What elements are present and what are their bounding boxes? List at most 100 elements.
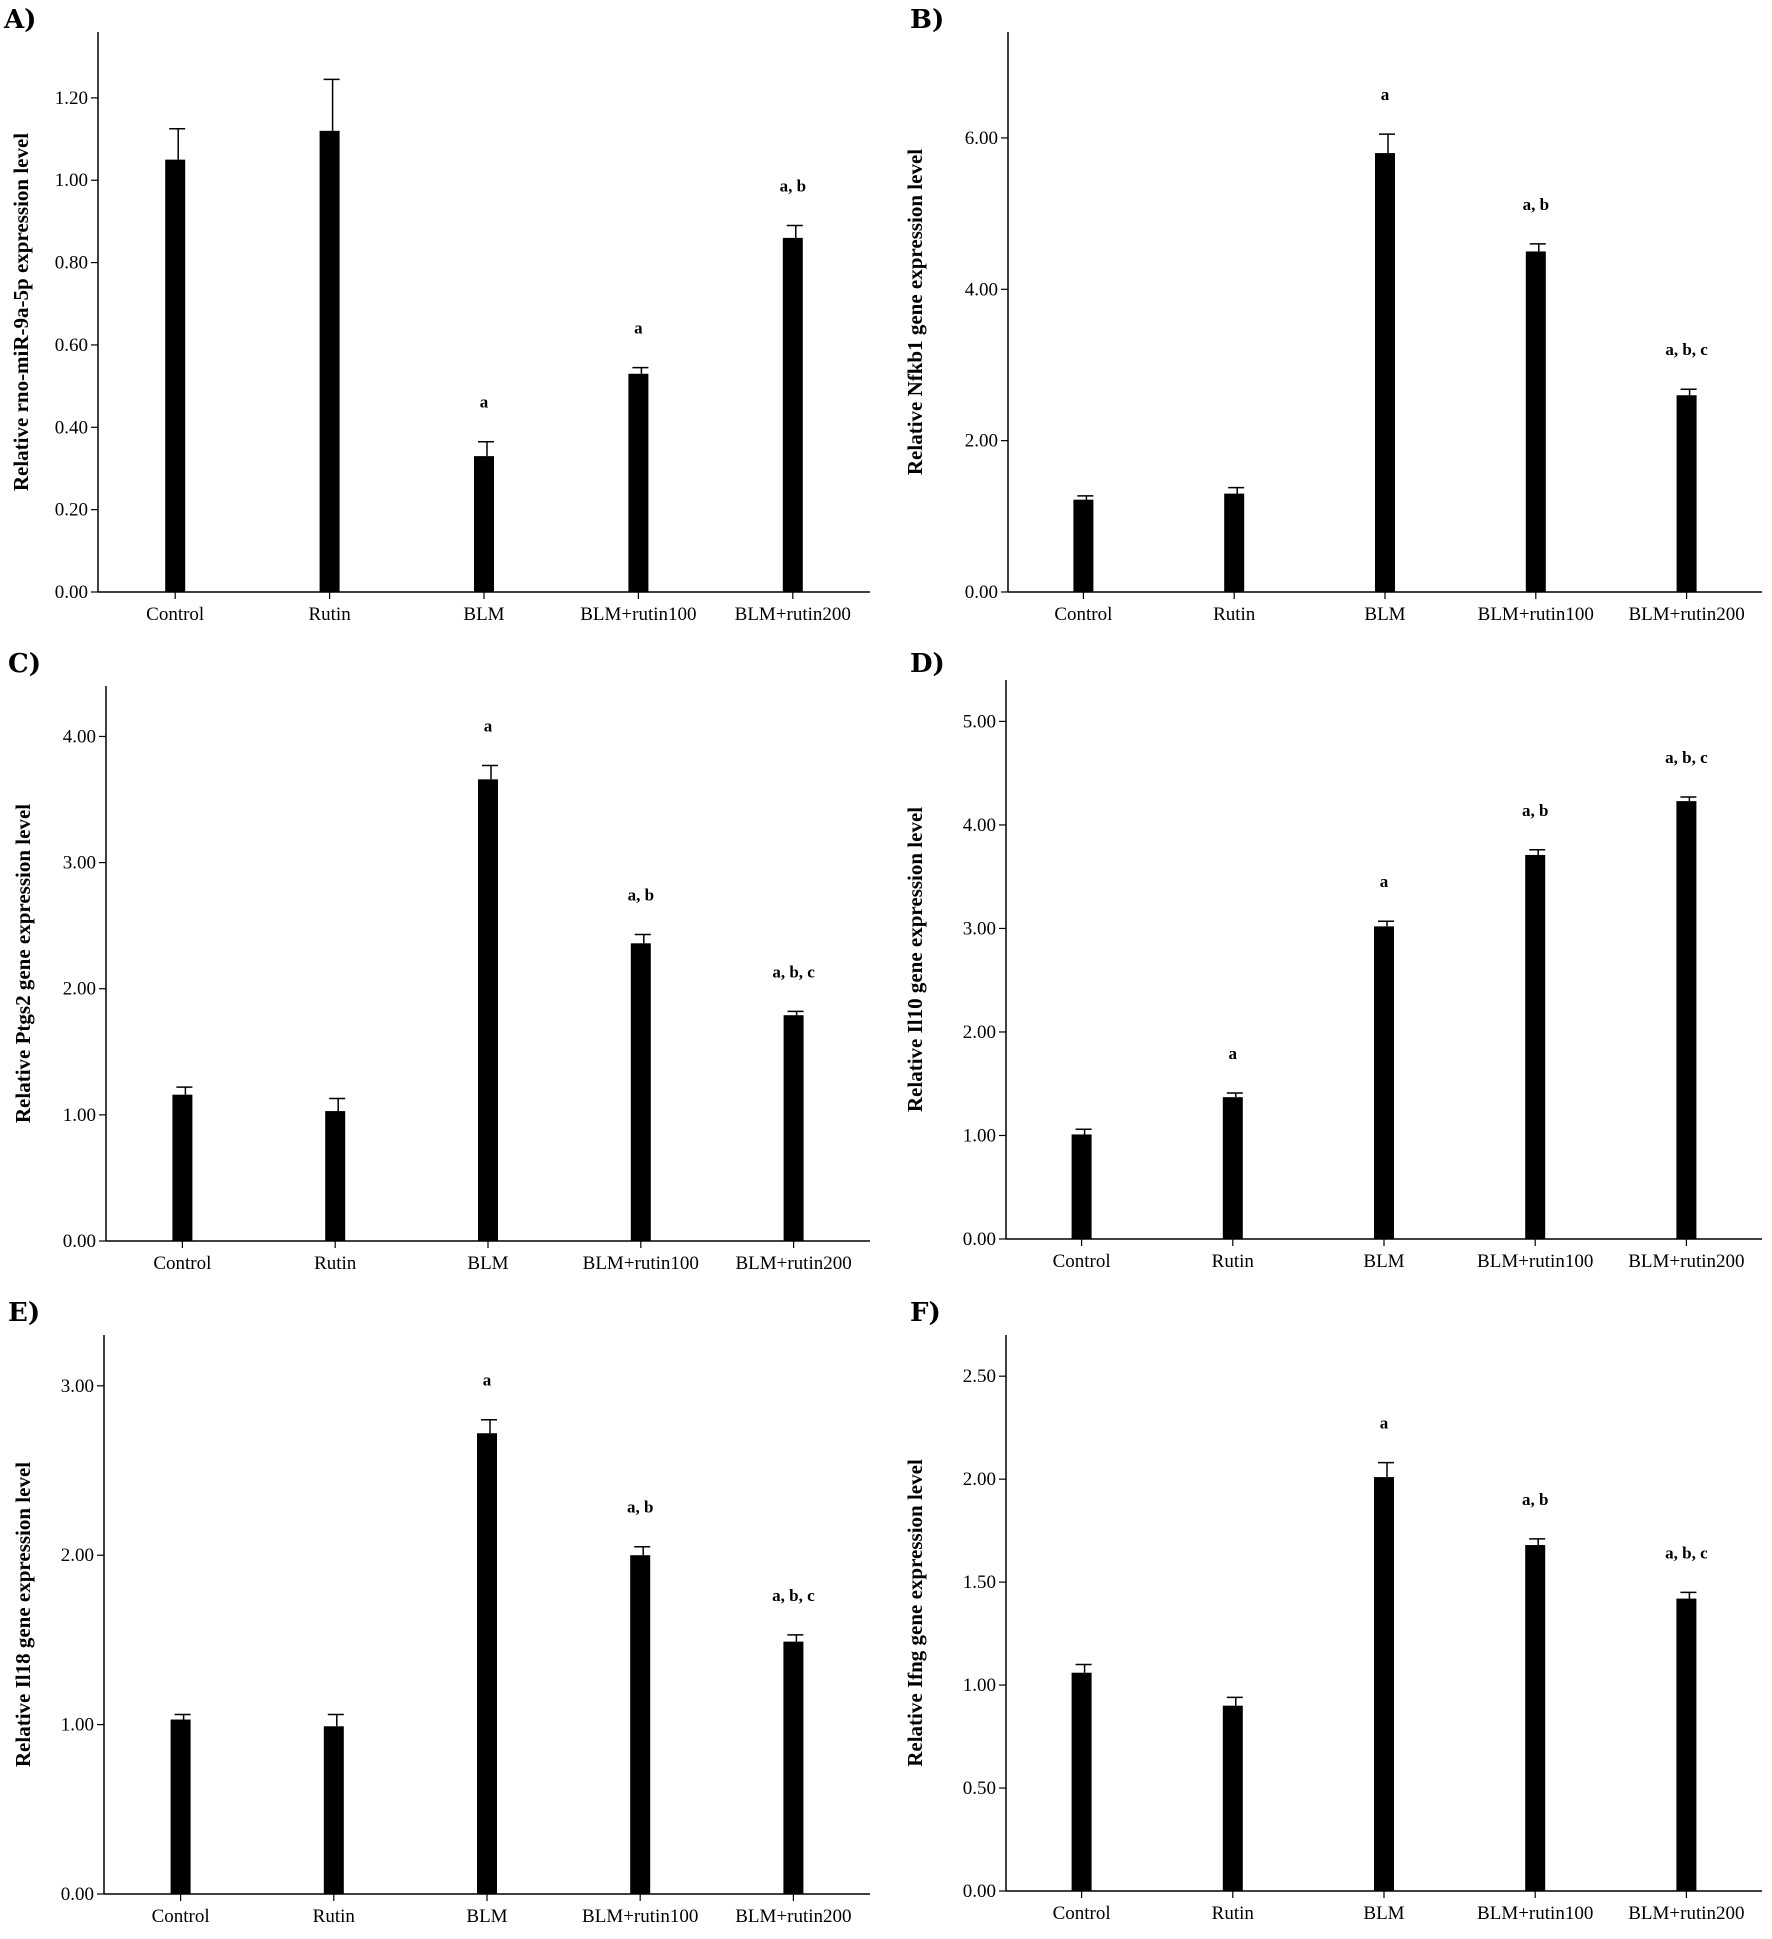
- x-tick-label: BLM: [1364, 604, 1405, 625]
- x-tick-label: BLM: [467, 1253, 508, 1274]
- bar: [630, 1555, 651, 1894]
- panel-letter: D): [910, 649, 945, 679]
- significance-label: a: [483, 1371, 492, 1390]
- chart-panel-a: A) Relative rno-miR-9a-5p expression leve…: [0, 0, 886, 640]
- y-tick-label: 3.00: [963, 918, 996, 939]
- y-tick-label: 0.40: [55, 417, 88, 438]
- significance-label: a, b, c: [772, 962, 815, 981]
- error-bar: [482, 764, 498, 780]
- error-bar: [1226, 1092, 1243, 1098]
- x-tick-label: BLM+rutin200: [735, 604, 851, 625]
- error-bar: [1075, 1128, 1092, 1135]
- x-tick-label: Control: [1053, 1251, 1111, 1272]
- error-bar: [1077, 495, 1094, 500]
- error-bar: [1680, 388, 1697, 396]
- chart-svg-d: D) Relative Il10 gene expression level 0.0…: [903, 649, 1762, 1272]
- panel-letter: A): [3, 5, 36, 35]
- bar: [477, 1433, 497, 1894]
- error-bar: [481, 1418, 497, 1434]
- x-tick-label: Control: [153, 1253, 211, 1274]
- bar: [172, 1094, 193, 1241]
- error-bar: [634, 933, 651, 944]
- x-tick-label: Control: [146, 604, 204, 625]
- error-bar: [174, 1713, 191, 1720]
- error-bar: [1075, 1663, 1092, 1673]
- bar: [1676, 395, 1697, 592]
- bar: [630, 943, 651, 1241]
- chart-svg-e: E) Relative Il18 gene expression level 0.0…: [8, 1298, 870, 1927]
- chart-panel-c: C) Relative Ptgs2 gene expression level 0.…: [0, 646, 886, 1286]
- bar: [783, 1641, 804, 1894]
- bar: [323, 1726, 344, 1894]
- significance-label: a, b, c: [1665, 748, 1708, 767]
- x-tick-label: BLM+rutin200: [1628, 1251, 1744, 1272]
- panel-letter: C): [8, 649, 41, 679]
- y-tick-label: 0.50: [963, 1778, 996, 1799]
- significance-label: a: [1380, 1414, 1389, 1433]
- significance-label: a: [480, 393, 489, 412]
- error-bar: [176, 1086, 193, 1095]
- y-tick-label: 0.00: [61, 1884, 94, 1905]
- y-tick-label: 0.00: [55, 582, 88, 603]
- error-bar: [1228, 486, 1245, 494]
- x-tick-label: BLM+rutin100: [1477, 1251, 1593, 1272]
- y-tick-label: 2.00: [963, 1022, 996, 1043]
- y-tick-label: 1.20: [55, 88, 88, 109]
- significance-label: a, b, c: [1665, 340, 1708, 359]
- bar: [1374, 1477, 1394, 1891]
- x-tick-label: BLM+rutin100: [1478, 604, 1594, 625]
- y-tick-label: 3.00: [61, 1376, 94, 1397]
- bar: [1676, 1598, 1697, 1891]
- bar: [1525, 251, 1546, 592]
- bar: [782, 237, 803, 592]
- x-tick-label: BLM: [1363, 1903, 1404, 1924]
- y-tick-label: 1.00: [55, 170, 88, 191]
- y-axis-title: Relative Ifng gene expression level: [903, 1459, 927, 1767]
- error-bar: [169, 128, 186, 160]
- significance-label: a: [634, 319, 643, 338]
- y-tick-label: 2.00: [965, 431, 998, 452]
- y-tick-label: 1.50: [963, 1572, 996, 1593]
- significance-label: a, b: [1522, 801, 1548, 820]
- significance-label: a, b: [628, 885, 654, 904]
- significance-label: a: [484, 716, 493, 735]
- error-bar: [329, 1097, 346, 1112]
- x-tick-label: BLM+rutin100: [580, 604, 696, 625]
- x-tick-label: Rutin: [308, 604, 351, 625]
- error-bar: [632, 366, 649, 374]
- bar: [474, 456, 494, 592]
- error-bar: [1680, 1591, 1697, 1599]
- x-tick-label: BLM+rutin200: [1628, 604, 1744, 625]
- chart-panel-b: B) Relative Nfkb1 gene expression level 0.…: [886, 0, 1772, 640]
- y-tick-label: 1.00: [963, 1675, 996, 1696]
- y-tick-label: 5.00: [963, 711, 996, 732]
- bar: [1224, 493, 1245, 592]
- chart-panel-d: D) Relative Il10 gene expression level 0.0…: [886, 646, 1772, 1286]
- bar: [1222, 1097, 1243, 1239]
- bar: [478, 779, 498, 1241]
- bar: [165, 159, 186, 592]
- y-axis-title: Relative Il18 gene expression level: [11, 1462, 35, 1767]
- error-bar: [323, 78, 340, 131]
- y-tick-label: 2.00: [63, 979, 96, 1000]
- x-tick-label: Control: [1054, 604, 1112, 625]
- significance-label: a, b, c: [1665, 1543, 1708, 1562]
- x-tick-label: BLM+rutin200: [735, 1906, 851, 1927]
- bar: [325, 1111, 346, 1241]
- significance-label: a, b: [1523, 195, 1549, 214]
- chart-svg-a: A) Relative rno-miR-9a-5p expression leve…: [3, 5, 870, 625]
- x-tick-label: Control: [152, 1906, 210, 1927]
- y-tick-label: 4.00: [63, 726, 96, 747]
- error-bar: [1680, 796, 1697, 802]
- bar: [1071, 1672, 1092, 1891]
- chart-panel-e: E) Relative Il18 gene expression level 0.0…: [0, 1293, 886, 1939]
- bar: [1525, 1545, 1546, 1891]
- significance-label: a: [1229, 1044, 1238, 1063]
- x-tick-label: Rutin: [1213, 604, 1256, 625]
- significance-label: a, b, c: [772, 1586, 815, 1605]
- significance-label: a: [1380, 872, 1389, 891]
- x-tick-label: BLM: [1363, 1251, 1404, 1272]
- chart-svg-c: C) Relative Ptgs2 gene expression level 0.…: [8, 649, 870, 1274]
- y-tick-label: 0.80: [55, 253, 88, 274]
- panel-letter: B): [910, 5, 944, 35]
